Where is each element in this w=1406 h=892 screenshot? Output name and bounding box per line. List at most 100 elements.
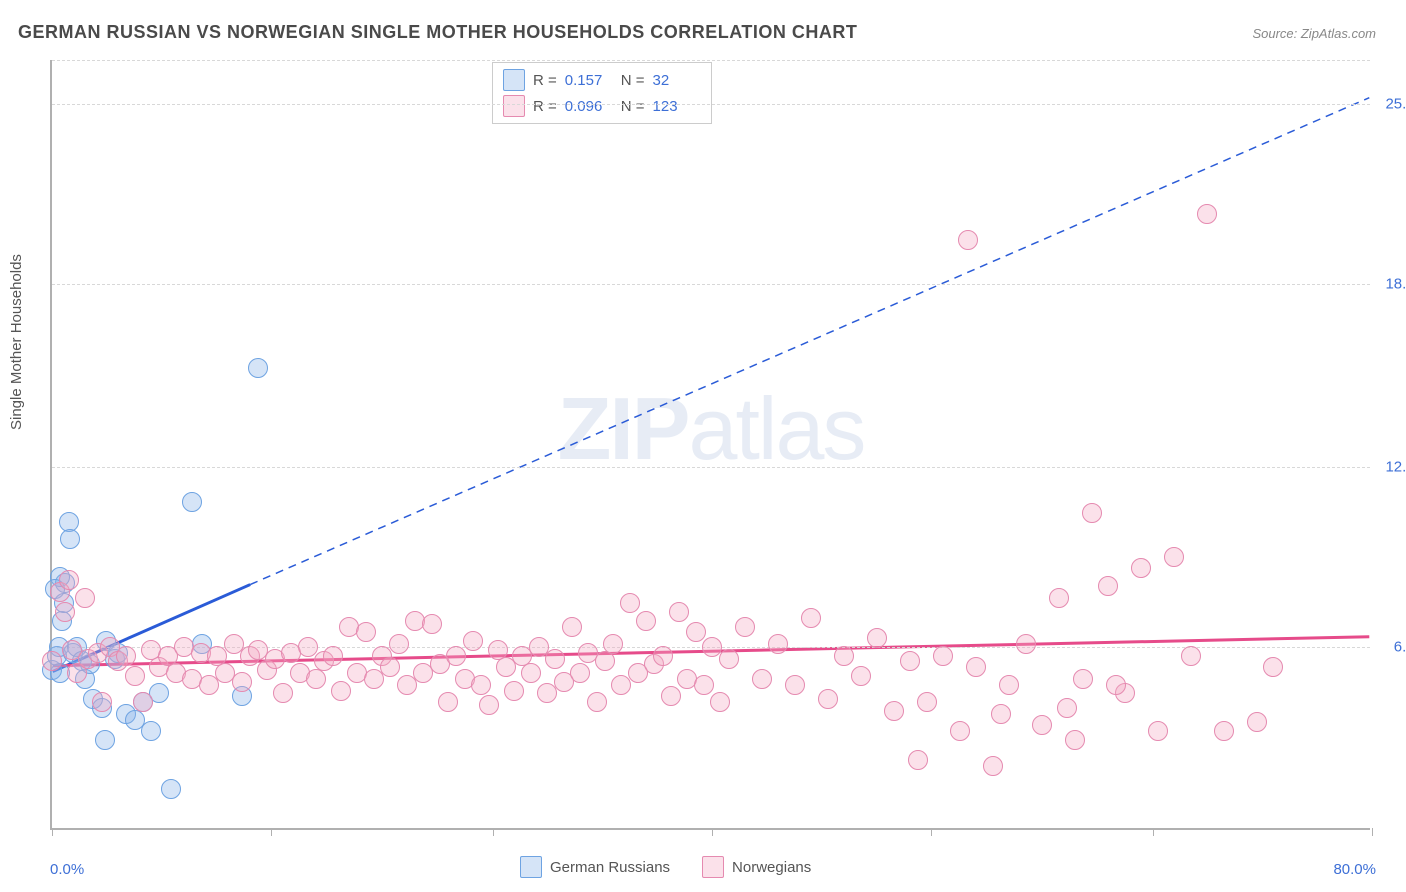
stat-R-series-1: 0.096 — [565, 98, 613, 115]
x-tick — [1153, 828, 1154, 836]
data-point-series-1 — [471, 675, 491, 695]
swatch-series-0 — [520, 856, 542, 878]
data-point-series-0 — [161, 779, 181, 799]
data-point-series-1 — [694, 675, 714, 695]
data-point-series-1 — [1247, 712, 1267, 732]
legend-label-series-0: German Russians — [550, 859, 670, 876]
data-point-series-1 — [446, 646, 466, 666]
data-point-series-0 — [248, 358, 268, 378]
data-point-series-1 — [479, 695, 499, 715]
data-point-series-1 — [570, 663, 590, 683]
data-point-series-0 — [60, 529, 80, 549]
stats-legend-box: R = 0.157 N = 32 R = 0.096 N = 123 — [492, 62, 712, 124]
data-point-series-1 — [917, 692, 937, 712]
data-point-series-1 — [587, 692, 607, 712]
data-point-series-1 — [463, 631, 483, 651]
data-point-series-1 — [1049, 588, 1069, 608]
data-point-series-0 — [182, 492, 202, 512]
data-point-series-1 — [1164, 547, 1184, 567]
data-point-series-1 — [768, 634, 788, 654]
y-tick-label: 18.8% — [1385, 275, 1406, 292]
data-point-series-1 — [232, 672, 252, 692]
data-point-series-1 — [958, 230, 978, 250]
x-axis-min-label: 0.0% — [50, 861, 84, 878]
data-point-series-1 — [545, 649, 565, 669]
data-point-series-1 — [991, 704, 1011, 724]
data-point-series-1 — [1016, 634, 1036, 654]
data-point-series-1 — [42, 651, 62, 671]
data-point-series-1 — [1065, 730, 1085, 750]
data-point-series-1 — [1082, 503, 1102, 523]
data-point-series-1 — [1214, 721, 1234, 741]
data-point-series-1 — [331, 681, 351, 701]
stats-row-series-1: R = 0.096 N = 123 — [503, 93, 701, 119]
data-point-series-1 — [1263, 657, 1283, 677]
data-point-series-1 — [55, 602, 75, 622]
grid-line — [52, 104, 1370, 105]
chart-title: GERMAN RUSSIAN VS NORWEGIAN SINGLE MOTHE… — [18, 22, 857, 43]
data-point-series-1 — [884, 701, 904, 721]
data-point-series-1 — [966, 657, 986, 677]
data-point-series-1 — [306, 669, 326, 689]
data-point-series-0 — [141, 721, 161, 741]
data-point-series-1 — [75, 588, 95, 608]
data-point-series-1 — [389, 634, 409, 654]
data-point-series-1 — [818, 689, 838, 709]
data-point-series-1 — [603, 634, 623, 654]
data-point-series-0 — [95, 730, 115, 750]
grid-line — [52, 60, 1370, 61]
watermark: ZIPatlas — [558, 378, 865, 480]
scatter-plot-area: ZIPatlas R = 0.157 N = 32 R = 0.096 N = … — [50, 60, 1370, 830]
swatch-series-1 — [702, 856, 724, 878]
watermark-atlas: atlas — [689, 379, 865, 478]
data-point-series-1 — [133, 692, 153, 712]
bottom-legend: German Russians Norwegians — [520, 856, 811, 878]
data-point-series-1 — [999, 675, 1019, 695]
data-point-series-1 — [710, 692, 730, 712]
data-point-series-1 — [1106, 675, 1126, 695]
stat-label-N: N = — [621, 98, 645, 115]
y-axis-label: Single Mother Households — [8, 254, 25, 430]
data-point-series-1 — [438, 692, 458, 712]
data-point-series-1 — [1181, 646, 1201, 666]
data-point-series-1 — [785, 675, 805, 695]
data-point-series-1 — [116, 646, 136, 666]
x-axis-max-label: 80.0% — [1333, 861, 1376, 878]
data-point-series-1 — [851, 666, 871, 686]
swatch-series-1 — [503, 95, 525, 117]
data-point-series-1 — [595, 651, 615, 671]
x-tick — [52, 828, 53, 836]
x-tick — [931, 828, 932, 836]
y-tick-label: 12.5% — [1385, 458, 1406, 475]
watermark-zip: ZIP — [558, 379, 689, 478]
x-tick — [1372, 828, 1373, 836]
data-point-series-1 — [422, 614, 442, 634]
stat-R-series-0: 0.157 — [565, 72, 613, 89]
data-point-series-1 — [669, 602, 689, 622]
data-point-series-1 — [636, 611, 656, 631]
data-point-series-1 — [1197, 204, 1217, 224]
data-point-series-1 — [1032, 715, 1052, 735]
data-point-series-1 — [735, 617, 755, 637]
data-point-series-1 — [125, 666, 145, 686]
data-point-series-1 — [1073, 669, 1093, 689]
data-point-series-1 — [1148, 721, 1168, 741]
data-point-series-1 — [562, 617, 582, 637]
legend-item-series-1: Norwegians — [702, 856, 811, 878]
data-point-series-1 — [867, 628, 887, 648]
data-point-series-1 — [1098, 576, 1118, 596]
data-point-series-1 — [908, 750, 928, 770]
grid-line — [52, 467, 1370, 468]
data-point-series-1 — [933, 646, 953, 666]
data-point-series-1 — [380, 657, 400, 677]
data-point-series-1 — [834, 646, 854, 666]
y-tick-label: 6.3% — [1394, 638, 1406, 655]
x-tick — [712, 828, 713, 836]
data-point-series-1 — [983, 756, 1003, 776]
stats-row-series-0: R = 0.157 N = 32 — [503, 67, 701, 93]
data-point-series-1 — [1131, 558, 1151, 578]
data-point-series-1 — [298, 637, 318, 657]
grid-line — [52, 284, 1370, 285]
data-point-series-1 — [521, 663, 541, 683]
legend-item-series-0: German Russians — [520, 856, 670, 878]
